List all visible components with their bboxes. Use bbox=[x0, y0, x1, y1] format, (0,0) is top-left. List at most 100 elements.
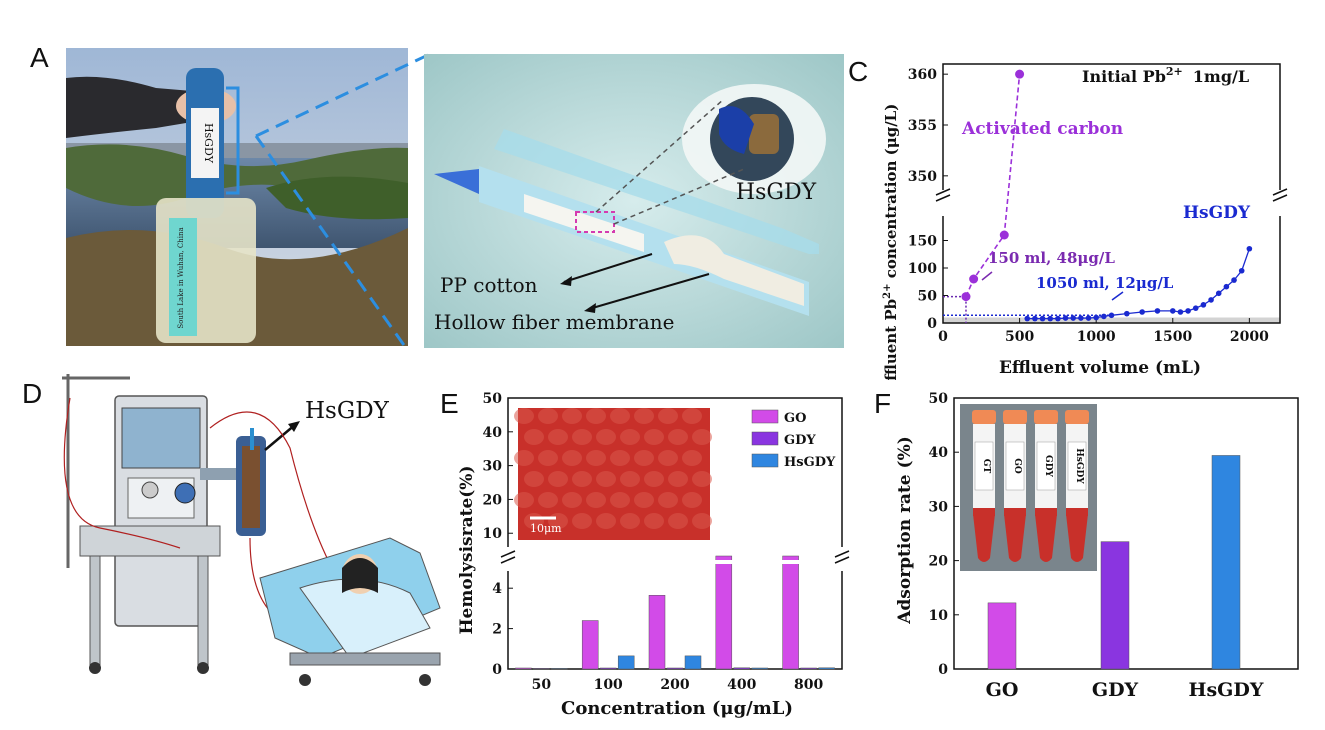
c-annotation-1050ml: 1050 ml, 12μg/L bbox=[1036, 274, 1174, 292]
e-cell-texture bbox=[692, 471, 712, 487]
c-x-tick-label: 2000 bbox=[1230, 329, 1269, 345]
e-cell-texture bbox=[548, 471, 568, 487]
c-annotation-arrow bbox=[981, 271, 993, 281]
c-data-point bbox=[1055, 315, 1061, 322]
panel-label-f: F bbox=[874, 388, 892, 419]
c-data-point bbox=[1085, 315, 1092, 321]
e-cell-texture bbox=[682, 492, 702, 508]
e-bar-go bbox=[581, 620, 599, 670]
c-data-point bbox=[1015, 69, 1025, 79]
e-cell-texture bbox=[668, 429, 688, 445]
panel-b-schematic: HsGDY PP cotton Hollow fiber membrane bbox=[424, 54, 844, 348]
f-tube-label: HsGDY bbox=[1074, 448, 1084, 484]
e-cell-texture bbox=[658, 450, 678, 466]
e-axis-break-mark bbox=[834, 556, 850, 564]
c-data-point bbox=[1078, 315, 1084, 321]
c-data-point bbox=[999, 230, 1009, 240]
c-x-tick-label: 1500 bbox=[1153, 329, 1192, 345]
c-data-point bbox=[1169, 308, 1176, 314]
e-cell-texture bbox=[596, 513, 616, 529]
f-y-tick-label: 20 bbox=[929, 554, 949, 570]
e-cell-texture bbox=[538, 450, 558, 466]
e-cell-texture bbox=[610, 408, 630, 424]
pp-cotton-label: PP cotton bbox=[440, 273, 538, 297]
c-data-point bbox=[1223, 283, 1230, 290]
e-y-tick-label: 50 bbox=[483, 391, 503, 407]
panel-label-e: E bbox=[440, 388, 459, 419]
c-shaded-band bbox=[943, 317, 1280, 323]
e-cell-texture bbox=[524, 429, 544, 445]
e-bar-gdy bbox=[599, 667, 617, 670]
c-initial-annotation: Initial Pb2+ 1mg/L bbox=[1082, 65, 1249, 86]
f-bar-go bbox=[987, 602, 1017, 670]
f-tube-cap bbox=[972, 410, 996, 424]
e-x-tick-label: 50 bbox=[532, 677, 552, 693]
e-bar-hsgdy bbox=[751, 667, 769, 670]
e-cell-texture bbox=[620, 471, 640, 487]
f-bar-hsgdy bbox=[1211, 455, 1241, 670]
e-legend-swatch-gdy bbox=[751, 431, 779, 446]
e-bar-go bbox=[782, 555, 799, 670]
panel-d-hsgdy-label: HsGDY bbox=[305, 398, 390, 424]
e-cell-texture bbox=[682, 450, 702, 466]
f-tube-label-box bbox=[1036, 441, 1056, 491]
f-bar-gdy bbox=[1100, 541, 1130, 670]
c-axis-break-mark bbox=[1272, 188, 1288, 196]
f-tube-label: GDY bbox=[1043, 455, 1053, 477]
panel-b-hsgdy-label: HsGDY bbox=[736, 180, 817, 205]
c-data-point bbox=[1124, 310, 1130, 317]
c-y-tick-label: 0 bbox=[927, 316, 937, 332]
e-bar-hsgdy bbox=[551, 668, 568, 670]
e-cell-texture bbox=[524, 471, 544, 487]
e-cell-texture bbox=[634, 492, 654, 508]
c-y-tick-label: 350 bbox=[908, 169, 937, 185]
c-data-point bbox=[1070, 315, 1077, 321]
c-x-tick-label: 0 bbox=[938, 329, 948, 345]
c-y-tick-label: 355 bbox=[908, 118, 937, 134]
e-legend-label-hsgdy: HsGDY bbox=[784, 455, 836, 470]
c-data-point bbox=[1039, 315, 1046, 322]
e-axis-break-mark bbox=[500, 550, 516, 558]
c-x-tick-label: 1000 bbox=[1077, 329, 1116, 345]
e-y-tick-label: 20 bbox=[483, 492, 503, 508]
e-y-tick-label: 2 bbox=[492, 622, 502, 638]
c-data-point bbox=[1047, 315, 1054, 322]
e-bar-go bbox=[715, 555, 733, 670]
e-cell-texture bbox=[572, 471, 592, 487]
panel-label-c: C bbox=[848, 56, 869, 87]
e-axis-break-gap-left bbox=[500, 547, 516, 571]
e-cell-texture bbox=[562, 492, 582, 508]
e-cell-texture bbox=[572, 513, 592, 529]
f-tube-label-box bbox=[1067, 441, 1087, 491]
c-data-point bbox=[1139, 309, 1145, 315]
e-cell-texture bbox=[586, 450, 606, 466]
e-cell-texture bbox=[514, 450, 534, 466]
e-legend-swatch-go bbox=[751, 409, 779, 424]
c-data-point bbox=[1246, 245, 1253, 252]
panel-label-a: A bbox=[30, 42, 49, 73]
e-bar-gdy bbox=[666, 667, 684, 670]
panel-a-photo: HsGDY South Lake in Wuhan, China bbox=[66, 48, 408, 346]
e-bar-go bbox=[648, 595, 666, 670]
f-x-tick-label: GO bbox=[986, 679, 1019, 701]
f-y-tick-label: 30 bbox=[929, 499, 949, 515]
chart-f: Adsorption rate (%) GT GO GDY HsGDY 0 10 20 30 4… bbox=[895, 391, 1299, 701]
e-ylabel: Hemolysisrate(%) bbox=[457, 465, 477, 634]
e-cell-texture bbox=[620, 429, 640, 445]
f-tube-label-box bbox=[1005, 441, 1025, 491]
e-scale-bar-label: 10μm bbox=[530, 522, 562, 535]
e-cell-texture bbox=[634, 450, 654, 466]
e-cell-texture bbox=[562, 408, 582, 424]
e-cell-texture bbox=[538, 408, 558, 424]
e-xlabel: Concentration (μg/mL) bbox=[561, 698, 793, 719]
c-data-point bbox=[1200, 302, 1207, 308]
panel-d-illustration: HsGDY bbox=[62, 374, 441, 686]
c-series-label-activated-carbon: Activated carbon bbox=[961, 119, 1123, 139]
e-bar-break bbox=[781, 560, 800, 564]
e-y-tick-label: 0 bbox=[492, 662, 502, 678]
e-cell-texture bbox=[586, 492, 606, 508]
e-axis-break-gap-right bbox=[834, 547, 850, 571]
f-tube-blood bbox=[1035, 514, 1057, 562]
c-reference-line-150ml bbox=[943, 295, 967, 323]
